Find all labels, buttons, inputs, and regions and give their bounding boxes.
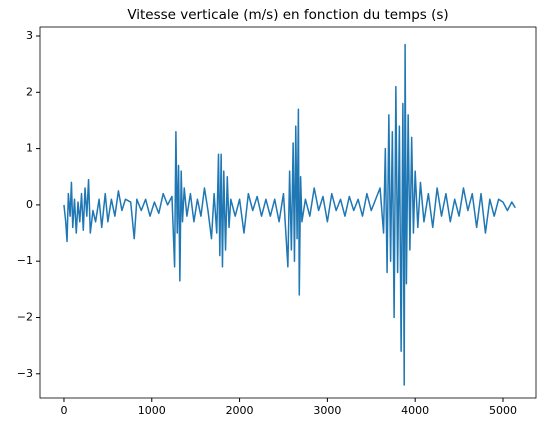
y-tick-label: −3	[17, 367, 33, 380]
x-tick-label: 5000	[489, 404, 517, 417]
y-tick-label: 0	[26, 198, 33, 211]
x-tick-label: 0	[60, 404, 67, 417]
x-tick-label: 2000	[226, 404, 254, 417]
x-tick-label: 4000	[401, 404, 429, 417]
y-tick-label: 3	[26, 29, 33, 42]
x-tick-label: 1000	[138, 404, 166, 417]
y-tick-label: 2	[26, 85, 33, 98]
line-series	[63, 43, 516, 386]
axes-frame	[39, 26, 537, 399]
chart-title: Vitesse verticale (m/s) en fonction du t…	[127, 7, 448, 23]
y-tick-label: 1	[26, 142, 33, 155]
x-tick-label: 3000	[313, 404, 341, 417]
y-tick-label: −1	[17, 254, 33, 267]
y-tick-label: −2	[17, 310, 33, 323]
